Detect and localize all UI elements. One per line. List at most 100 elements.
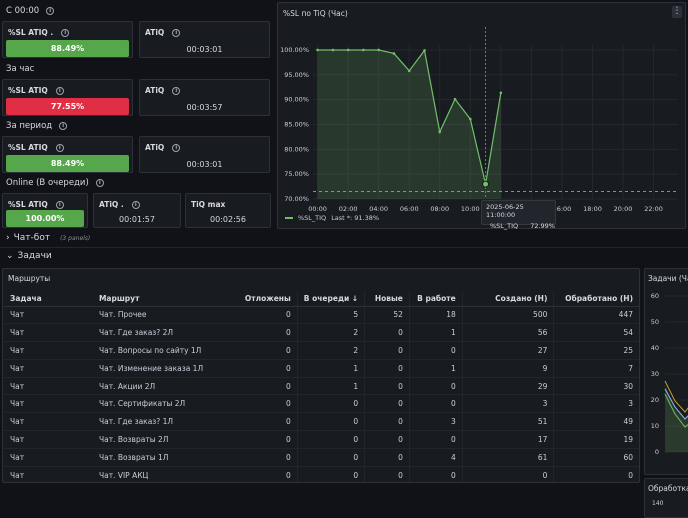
y-tick-label: 100.00% bbox=[280, 46, 309, 54]
task-cell: Чат bbox=[4, 466, 93, 482]
info-icon[interactable]: i bbox=[46, 7, 55, 15]
task-cell: Чат bbox=[4, 341, 93, 360]
column-header[interactable]: Обработано (Н) bbox=[553, 291, 639, 307]
y-tick-label: 20 bbox=[651, 396, 659, 404]
stat-atiq-now[interactable]: ATiQ i 00:03:01 bbox=[139, 21, 270, 58]
column-header[interactable]: В работе bbox=[409, 291, 463, 307]
y-tick-label: 85.00% bbox=[284, 120, 309, 128]
info-icon[interactable]: i bbox=[172, 28, 181, 37]
stat-label: %SL ATIQ bbox=[8, 143, 48, 152]
route-cell: Чат. Возвраты 2Л bbox=[92, 430, 239, 449]
series-area bbox=[317, 49, 501, 199]
stat-sl-period[interactable]: %SL ATIQ i 88.49% bbox=[2, 136, 133, 173]
table-row[interactable]: Чат Чат. Вопросы по сайту 1Л 0 2 0 0 27 25 bbox=[4, 341, 639, 360]
number-cell: 4 bbox=[409, 448, 463, 467]
legend-series: %SL_TIQ bbox=[298, 214, 327, 222]
sl-chart-panel[interactable]: %SL по TiQ (Час) ⋮ 100.00% 95.00% 90.00% 85… bbox=[277, 2, 687, 230]
number-cell: 0 bbox=[238, 377, 298, 396]
kebab-menu-icon[interactable]: ⋮ bbox=[672, 6, 682, 18]
table-row[interactable]: Чат Чат. Акции 2Л 0 1 0 0 29 30 bbox=[4, 377, 639, 396]
table-row[interactable]: Чат Чат. Возвраты 1Л 0 0 0 4 61 60 bbox=[4, 448, 639, 467]
y-tick-label: 95.00% bbox=[284, 71, 309, 79]
column-header[interactable]: В очереди ↓ bbox=[297, 291, 366, 307]
table-row[interactable]: Чат Чат. Сертификаты 2Л 0 0 0 0 3 3 bbox=[4, 394, 639, 414]
row-tasks[interactable]: ⌄ Задачи bbox=[6, 251, 52, 261]
y-tick-label: 50 bbox=[651, 318, 659, 326]
side-chart-canvas[interactable]: 60 50 40 30 20 10 0 bbox=[645, 269, 688, 475]
stat-atiq-online[interactable]: ATiQ . i 00:01:57 bbox=[93, 193, 181, 228]
table-row[interactable]: Чат Чат. Где заказ? 2Л 0 2 0 1 56 54 bbox=[4, 323, 639, 343]
series-line bbox=[664, 393, 688, 428]
info-icon[interactable]: i bbox=[172, 86, 181, 95]
column-header[interactable]: Задача bbox=[4, 291, 93, 307]
table-row[interactable]: Чат Чат. Где заказ? 1Л 0 0 0 3 51 49 bbox=[4, 412, 639, 432]
section-title-period: За период i bbox=[6, 121, 68, 131]
number-cell: 7 bbox=[553, 359, 639, 378]
column-header[interactable]: Новые bbox=[364, 291, 410, 307]
section-title-online: Online (В очереди) i bbox=[6, 178, 104, 188]
table-row[interactable]: Чат Чат. Возвраты 2Л 0 0 0 0 17 19 bbox=[4, 430, 639, 449]
number-cell: 3 bbox=[462, 394, 555, 414]
stat-sl-online[interactable]: %SL ATIQ i 100.00% bbox=[2, 193, 88, 228]
route-cell: Чат. VIP АКЦ bbox=[92, 466, 239, 482]
number-cell: 0 bbox=[297, 394, 366, 414]
table-row[interactable]: Чат Чат. Прочее 0 5 52 18 500 447 bbox=[4, 306, 639, 325]
stat-value: 00:03:01 bbox=[186, 45, 223, 54]
data-point bbox=[469, 117, 472, 121]
y-tick-label: 140 bbox=[652, 500, 664, 507]
number-cell: 0 bbox=[364, 430, 410, 449]
stat-sl-now[interactable]: %SL ATIQ . i 88.49% bbox=[2, 21, 133, 58]
number-cell: 0 bbox=[364, 394, 410, 414]
number-cell: 0 bbox=[238, 448, 298, 467]
data-point bbox=[392, 52, 396, 55]
stat-atiq-hour[interactable]: ATiQ i 00:03:57 bbox=[139, 79, 270, 116]
number-cell: 0 bbox=[297, 448, 366, 467]
number-cell: 0 bbox=[238, 359, 298, 378]
stat-value: 00:03:57 bbox=[186, 103, 223, 112]
number-cell: 54 bbox=[553, 323, 639, 343]
number-cell: 0 bbox=[409, 394, 463, 414]
table-row[interactable]: Чат Чат. VIP АКЦ 0 0 0 0 0 0 bbox=[4, 466, 639, 482]
column-header[interactable]: Отложены bbox=[238, 291, 298, 307]
info-icon[interactable]: i bbox=[95, 179, 104, 187]
routes-table[interactable]: Задача Маршрут Отложены В очереди ↓ Новы… bbox=[4, 291, 639, 482]
number-cell: 0 bbox=[409, 341, 463, 360]
info-icon[interactable]: i bbox=[172, 143, 181, 152]
info-icon[interactable]: i bbox=[131, 200, 140, 209]
processing-panel[interactable]: Обработка 140 bbox=[644, 478, 688, 518]
y-tick-label: 30 bbox=[651, 370, 659, 378]
table-row[interactable]: Чат Чат. Изменение заказа 1Л 0 1 0 1 9 7 bbox=[4, 359, 639, 378]
stat-label: %SL ATIQ . bbox=[8, 28, 54, 37]
number-cell: 25 bbox=[553, 341, 639, 360]
stat-value: 00:03:01 bbox=[186, 160, 223, 169]
task-cell: Чат bbox=[4, 394, 93, 414]
series-line bbox=[664, 380, 688, 413]
tooltip-value: 72.99% bbox=[530, 222, 555, 230]
number-cell: 0 bbox=[364, 448, 410, 467]
info-icon[interactable]: i bbox=[55, 200, 64, 209]
routes-table-panel[interactable]: Маршруты Задача Маршрут Отложены В очере… bbox=[2, 268, 640, 483]
y-tick-label: 60 bbox=[651, 292, 659, 300]
stat-atiq-period[interactable]: ATiQ i 00:03:01 bbox=[139, 136, 270, 173]
info-icon[interactable]: i bbox=[59, 122, 68, 130]
number-cell: 0 bbox=[364, 412, 410, 432]
route-cell: Чат. Акции 2Л bbox=[92, 377, 239, 396]
stat-tiqmax-online[interactable]: TiQ max 00:02:56 bbox=[185, 193, 271, 228]
y-tick-label: 70.00% bbox=[284, 195, 309, 203]
column-header[interactable]: Создано (Н) bbox=[462, 291, 555, 307]
tasks-side-panel[interactable]: Задачи (Ча 60 50 40 30 20 10 0 bbox=[644, 268, 688, 475]
route-cell: Чат. Прочее bbox=[92, 306, 239, 325]
y-tick-label: 10 bbox=[651, 422, 659, 430]
chart-canvas[interactable]: 100.00% 95.00% 90.00% 85.00% 80.00% 75.00% 70.… bbox=[278, 3, 687, 230]
number-cell: 0 bbox=[553, 466, 639, 482]
info-icon[interactable]: i bbox=[55, 143, 64, 152]
chart-legend[interactable]: %SL_TIQ Last *: 91.38% bbox=[285, 214, 379, 222]
row-chatbot[interactable]: › Чат-бот (3 panels) bbox=[6, 233, 91, 243]
stat-sl-hour[interactable]: %SL ATIQ i 77.55% bbox=[2, 79, 133, 116]
column-header[interactable]: Маршрут bbox=[92, 291, 239, 307]
divider bbox=[0, 247, 688, 248]
info-icon[interactable]: i bbox=[61, 28, 70, 37]
number-cell: 500 bbox=[462, 306, 555, 325]
info-icon[interactable]: i bbox=[55, 86, 64, 95]
number-cell: 2 bbox=[297, 341, 366, 360]
